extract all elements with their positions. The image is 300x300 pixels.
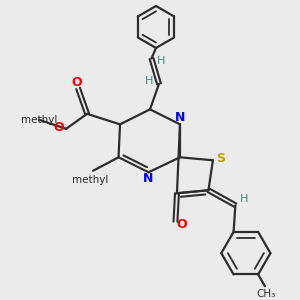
Text: methyl: methyl [72, 175, 108, 185]
Text: methyl: methyl [21, 115, 57, 125]
Text: S: S [216, 152, 225, 165]
Text: H: H [145, 76, 154, 86]
Text: N: N [143, 172, 153, 185]
Text: CH₃: CH₃ [257, 289, 276, 298]
Text: H: H [240, 194, 249, 204]
Text: N: N [176, 111, 186, 124]
Text: H: H [157, 56, 165, 66]
Text: O: O [53, 121, 64, 134]
Text: O: O [71, 76, 82, 89]
Text: O: O [176, 218, 187, 231]
